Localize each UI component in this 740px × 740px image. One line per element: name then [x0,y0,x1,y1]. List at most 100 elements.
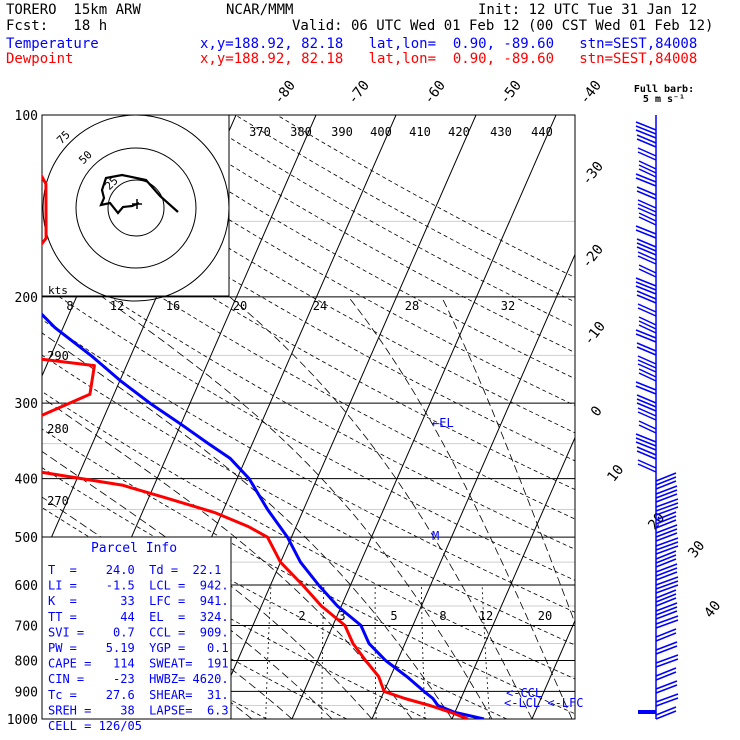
isotherm-label: 10 [604,462,627,485]
mixing-ratio-line [321,584,325,719]
wind-barb-flag [637,411,657,421]
wind-barb-flag [635,381,657,391]
wind-barb [655,485,678,503]
wind-barb [637,251,657,265]
location-temperature: x,y=188.92, 82.18 lat,lon= 0.90, -89.60 … [200,36,698,52]
wind-barb-flag [636,242,657,252]
wind-barb-flag [636,294,657,304]
wind-barb-flag [635,329,657,339]
wind-barb-flag [636,186,657,196]
wind-barb [655,511,677,529]
wind-barb-flag [655,515,677,525]
wind-barb-flag [655,606,678,616]
mixing-ratio-line [374,584,377,719]
wind-barb [638,160,657,178]
wind-barb [635,433,657,451]
wind-barb-flag [655,667,677,677]
pressure-label: 800 [15,654,38,669]
isotherm-label: 40 [701,598,724,621]
wind-barb-flag [636,450,657,460]
wind-barb-flag [655,571,678,581]
wind-barb-flag [638,212,657,222]
wind-barb-flag [655,550,677,560]
wind-barb-flag [638,216,657,226]
wind-barb-flag [655,602,678,612]
wind-barb-flag [655,558,677,568]
mixing-ratio-line [481,584,491,719]
isotherm-label: -70 [345,78,373,108]
plot-frame [41,114,576,720]
wind-barb [655,589,677,607]
isotherm-label: 30 [685,538,708,561]
wind-barb-flag [637,359,657,369]
wind-barb-flag [636,238,657,248]
moist-adiabat-line [348,296,573,719]
wind-barb-flag [638,420,657,430]
wind-barb-flag [655,710,677,720]
wind-barb [635,121,657,139]
upper-scale-label: 24 [313,299,327,313]
location-dewpoint: x,y=188.92, 82.18 lat,lon= 0.90, -89.60 … [200,51,698,67]
wind-barb-flag [655,493,678,503]
wind-barb-flag [635,333,657,343]
parcel-row: CAPE = 114 SWEAT= 191 [48,657,229,671]
wind-barb-flag [637,303,657,313]
wind-barb [655,472,677,490]
wind-barb-flag [655,554,677,564]
wind-barb-flag [636,290,657,300]
wind-barb [635,381,657,395]
isotherm-label: -30 [579,159,607,189]
moist-adiabat-line [229,296,533,719]
wind-barb-flag [655,537,679,547]
wind-barb-flag [638,168,657,178]
wind-barb-flag [638,164,657,174]
dry-adiabat-label: 370 [249,125,271,139]
wind-barb [655,693,679,707]
wind-barb-flag [635,129,657,139]
wind-barb-flag [655,584,679,594]
wind-barb-flag [655,615,679,625]
pressure-label: 900 [15,685,38,700]
dry-adiabat-label: 430 [490,125,512,139]
wind-barb [637,199,657,217]
wind-barb-flag [637,203,657,213]
wind-barb [655,628,677,642]
wind-barb-flag [636,402,657,412]
isotherm-line [692,115,740,719]
wind-barb-flag [655,485,678,495]
parcel-row: Tc = 27.6 SHEAR= 31. [48,688,229,702]
wind-barb-flag [637,199,657,209]
theta-label: 270 [47,494,69,508]
wind-barb-flag [655,632,677,642]
wind-barb-flag [655,567,678,577]
wind-barb-flag [635,229,657,239]
upper-scale-label: 8 [66,299,73,313]
wind-barb-flag [635,433,657,443]
wind-barb-flag [636,394,657,404]
wind-barb-flag [655,628,677,638]
legend-temperature: Temperature [6,36,99,52]
parcel-row: CIN = -23 HWBZ= 4620. [48,672,229,686]
header-valid: Valid: 06 UTC Wed 01 Feb 12 (00 CST Wed … [292,18,714,34]
wind-barb-flag [655,610,678,620]
isotherm-line [612,115,740,719]
header-fcst: Fcst: 18 h [6,18,108,34]
wind-barb-flag [635,121,657,131]
wind-barb [636,186,657,200]
theta-label: 280 [47,422,69,436]
wind-barb-flag [638,324,657,334]
wind-barb-flag [638,316,657,326]
wind-barb [655,706,677,720]
wind-barb-flag [638,264,657,274]
wind-barb-flag [637,459,657,469]
wind-barb-flag [655,619,679,629]
mixing-ratio-label: 12 [479,609,493,623]
dry-adiabat-label: 400 [370,125,392,139]
wind-barb-flag [655,576,679,586]
wind-barb-flag [655,706,677,716]
melting-marker: M [432,529,439,543]
moist-adiabat-line [441,296,575,625]
pressure-label: 700 [15,619,38,634]
wind-barb-flag [655,654,679,664]
wind-barb [655,498,679,516]
